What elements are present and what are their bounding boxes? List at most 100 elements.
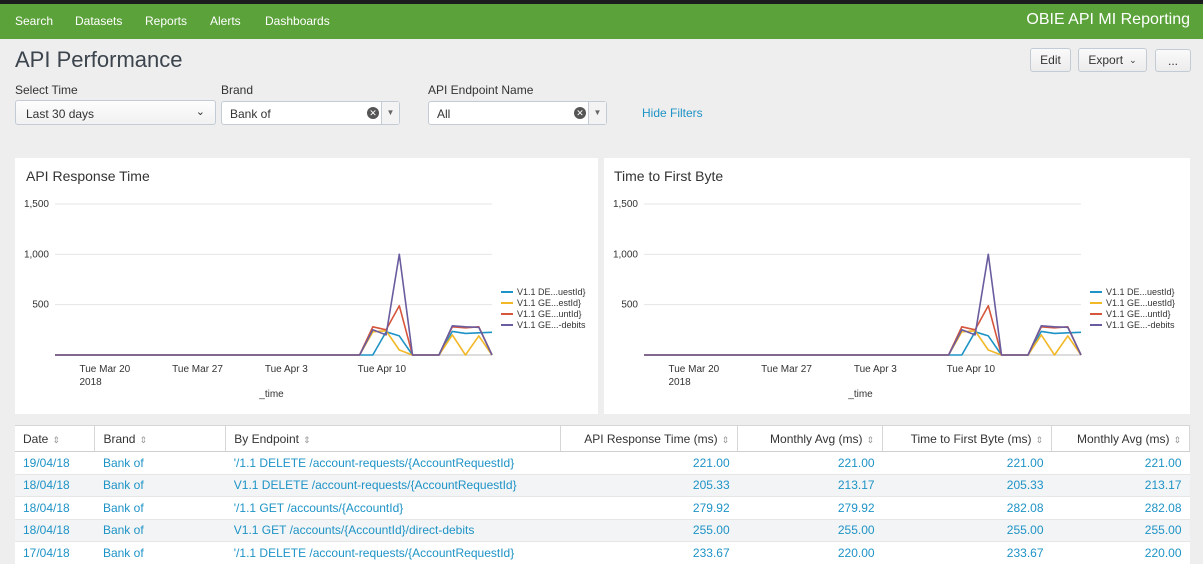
clear-icon[interactable]: ✕ [367,107,379,119]
column-header[interactable]: Monthly Avg (ms) ⇕ [1051,425,1190,452]
dropdown-arrow-icon[interactable]: ▼ [381,102,399,124]
endpoint-cell[interactable]: '/1.1 DELETE /account-requests/{AccountR… [225,541,561,564]
series-line[interactable] [55,330,493,356]
ttfb-cell[interactable]: 282.08 [882,496,1052,520]
ttfb-cell[interactable]: 205.33 [882,474,1052,497]
column-header[interactable]: Brand ⇕ [94,425,227,452]
nav-datasets[interactable]: Datasets [75,14,123,28]
response-time-cell[interactable]: 279.92 [560,496,738,520]
legend-label[interactable]: V1.1 GE...estId} [517,298,581,308]
series-line[interactable] [644,253,1082,356]
x-tick-label: Tue Apr 3 [854,364,897,375]
x-tick-label: Tue Apr 3 [265,364,308,375]
monthly-avg-cell[interactable]: 255.00 [737,519,883,542]
date-cell[interactable]: 19/04/18 [15,451,95,475]
sort-icon[interactable]: ⇕ [721,434,730,445]
endpoint-cell[interactable]: V1.1 DELETE /account-requests/{AccountRe… [225,474,561,497]
endpoint-multiselect[interactable]: All ✕ ▼ [428,101,607,125]
sort-icon[interactable]: ⇕ [866,434,875,445]
brand-multiselect[interactable]: Bank of ✕ ▼ [221,101,400,125]
ttfb-monthly-avg-cell[interactable]: 213.17 [1051,474,1190,497]
brand-filter-label: Brand [221,83,254,97]
monthly-avg-cell[interactable]: 213.17 [737,474,883,497]
more-button-label: ... [1167,53,1178,68]
hide-filters-link[interactable]: Hide Filters [642,106,703,120]
response-time-panel: 1,500 1,000 500 Tue Mar 20 2018 Tue Mar 27 Tue… [15,158,598,414]
ttfb-monthly-avg-cell[interactable]: 255.00 [1051,519,1190,542]
sort-icon[interactable]: ⇕ [139,434,148,445]
column-header-label: By Endpoint [234,431,299,446]
series-line[interactable] [644,304,1082,356]
response-time-cell[interactable]: 255.00 [560,519,738,542]
column-header[interactable]: Time to First Byte (ms) ⇕ [882,425,1052,452]
endpoint-cell[interactable]: V1.1 GET /accounts/{AccountId}/direct-de… [225,519,561,542]
edit-button[interactable]: Edit [1030,48,1071,72]
nav-alerts[interactable]: Alerts [210,14,241,28]
sort-icon[interactable]: ⇕ [52,434,60,445]
time-filter-label: Select Time [15,83,78,97]
nav-dashboards[interactable]: Dashboards [265,14,330,28]
sort-icon[interactable]: ⇕ [1035,434,1043,445]
ttfb-monthly-avg-cell[interactable]: 282.08 [1051,496,1190,520]
brand-cell[interactable]: Bank of [94,474,226,497]
ttfb-cell[interactable]: 255.00 [882,519,1052,542]
date-cell[interactable]: 17/04/18 [15,541,95,564]
brand-cell[interactable]: Bank of [94,496,226,520]
time-select[interactable]: Last 30 days ⌄ [15,100,216,125]
column-header[interactable]: By Endpoint ⇕ [225,425,562,452]
app-navbar: Search Datasets Reports Alerts Dashboard… [0,4,1203,39]
column-header[interactable]: Monthly Avg (ms) ⇕ [737,425,884,452]
endpoint-cell[interactable]: '/1.1 GET /accounts/{AccountId} [225,496,561,520]
time-select-value: Last 30 days [26,107,95,121]
column-header[interactable]: Date ⇕ [15,425,96,452]
column-header[interactable]: API Response Time (ms) ⇕ [560,425,739,452]
ttfb-monthly-avg-cell[interactable]: 221.00 [1051,451,1190,475]
response-time-cell[interactable]: 233.67 [560,541,738,564]
sort-icon[interactable]: ⇕ [302,434,311,445]
legend-label[interactable]: V1.1 GE...uestId} [1106,298,1175,308]
date-cell[interactable]: 18/04/18 [15,474,95,497]
endpoint-cell[interactable]: '/1.1 DELETE /account-requests/{AccountR… [225,451,561,475]
export-button-label: Export [1088,53,1124,67]
legend-label[interactable]: V1.1 GE...untId} [1106,309,1171,319]
dropdown-arrow-icon[interactable]: ▼ [588,102,606,124]
monthly-avg-cell[interactable]: 220.00 [737,541,883,564]
brand-cell[interactable]: Bank of [94,541,226,564]
x-tick-label: Tue Apr 10 [358,364,407,375]
sort-icon[interactable]: ⇕ [1173,434,1181,445]
date-cell[interactable]: 18/04/18 [15,519,95,542]
monthly-avg-cell[interactable]: 279.92 [737,496,883,520]
legend-label[interactable]: V1.1 GE...-debits [1106,320,1175,330]
legend-label[interactable]: V1.1 DE...uestId} [517,287,586,297]
series-line[interactable] [644,330,1082,356]
response-time-cell[interactable]: 205.33 [560,474,738,497]
series-line[interactable] [644,330,1082,356]
legend-label[interactable]: V1.1 GE...-debits [517,320,586,330]
brand-select-value: Bank of [230,107,271,121]
ttfb-panel: 1,500 1,000 500 Tue Mar 20 2018 Tue Mar 27 Tue… [604,158,1190,414]
x-tick-label: Tue Mar 27 [761,364,812,375]
ttfb-monthly-avg-cell[interactable]: 220.00 [1051,541,1190,564]
more-button[interactable]: ... [1155,49,1191,72]
x-tick-label: Tue Apr 10 [947,364,996,375]
response-time-cell[interactable]: 221.00 [560,451,738,475]
brand-cell[interactable]: Bank of [94,451,226,475]
monthly-avg-cell[interactable]: 221.00 [737,451,883,475]
series-line[interactable] [55,330,493,356]
series-line[interactable] [55,253,493,356]
legend-label[interactable]: V1.1 DE...uestId} [1106,287,1175,297]
ttfb-cell[interactable]: 221.00 [882,451,1052,475]
date-cell[interactable]: 18/04/18 [15,496,95,520]
nav-reports[interactable]: Reports [145,14,188,28]
brand-cell[interactable]: Bank of [94,519,226,542]
chevron-down-icon: ⌄ [195,106,205,118]
endpoint-filter-label: API Endpoint Name [428,83,534,97]
legend-label[interactable]: V1.1 GE...untId} [517,309,582,319]
ttfb-cell[interactable]: 233.67 [882,541,1052,564]
series-line[interactable] [55,304,493,356]
export-button[interactable]: Export ⌄ [1078,48,1147,72]
table-row: 18/04/18 Bank of '/1.1 GET /accounts/{Acco… [15,496,1190,520]
nav-search[interactable]: Search [15,14,54,28]
clear-icon[interactable]: ✕ [574,107,586,119]
x-tick-label: Tue Mar 20 2018 [79,364,130,388]
